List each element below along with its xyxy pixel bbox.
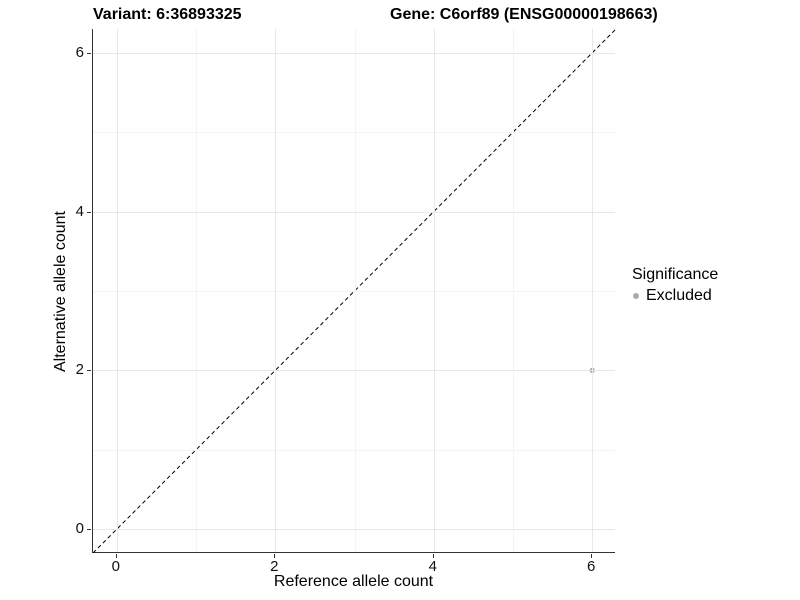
x-tick-label: 4 bbox=[428, 558, 437, 575]
y-tick-label: 0 bbox=[75, 520, 84, 538]
gridline-y-minor bbox=[93, 132, 615, 134]
x-tick-mark bbox=[115, 554, 117, 558]
gridline-x-major bbox=[275, 29, 277, 552]
x-tick-mark bbox=[591, 554, 593, 558]
gridline-y-major bbox=[93, 529, 615, 531]
x-tick-mark bbox=[432, 554, 434, 558]
legend-item-excluded: Excluded bbox=[629, 287, 718, 305]
x-axis-title: Reference allele count bbox=[273, 573, 434, 590]
legend-key bbox=[629, 289, 643, 303]
gridline-x-minor bbox=[354, 29, 356, 552]
identity-reference-line bbox=[93, 29, 616, 553]
x-tick-mark bbox=[274, 554, 276, 558]
legend-point-icon bbox=[633, 293, 639, 299]
legend: Significance Excluded bbox=[629, 266, 718, 305]
gridline-x-major bbox=[433, 29, 435, 552]
plot-panel bbox=[92, 29, 616, 553]
x-tick-label: 6 bbox=[587, 558, 596, 575]
legend-item-label: Excluded bbox=[646, 287, 712, 304]
x-tick-label: 2 bbox=[270, 558, 279, 575]
gene-title: Gene: C6orf89 (ENSG00000198663) bbox=[390, 6, 658, 23]
legend-title: Significance bbox=[632, 266, 719, 283]
y-tick-mark bbox=[87, 211, 91, 213]
y-tick-label: 6 bbox=[75, 43, 84, 61]
gridline-x-minor bbox=[512, 29, 514, 552]
gridline-y-major bbox=[93, 370, 615, 372]
y-tick-label: 2 bbox=[75, 361, 84, 379]
y-tick-mark bbox=[87, 52, 91, 54]
gridline-x-major bbox=[592, 29, 594, 552]
y-tick-mark bbox=[87, 370, 91, 372]
y-tick-mark bbox=[87, 529, 91, 531]
variant-title: Variant: 6:36893325 bbox=[93, 6, 242, 23]
gridline-x-major bbox=[116, 29, 118, 552]
gridline-y-major bbox=[93, 52, 615, 54]
gridline-y-minor bbox=[93, 449, 615, 451]
gridline-y-major bbox=[93, 211, 615, 213]
y-tick-label: 4 bbox=[75, 202, 84, 220]
gridline-y-minor bbox=[93, 291, 615, 292]
y-axis-title: Alternative allele count bbox=[52, 210, 69, 372]
gridline-x-minor bbox=[196, 29, 197, 552]
x-tick-label: 0 bbox=[111, 558, 120, 575]
